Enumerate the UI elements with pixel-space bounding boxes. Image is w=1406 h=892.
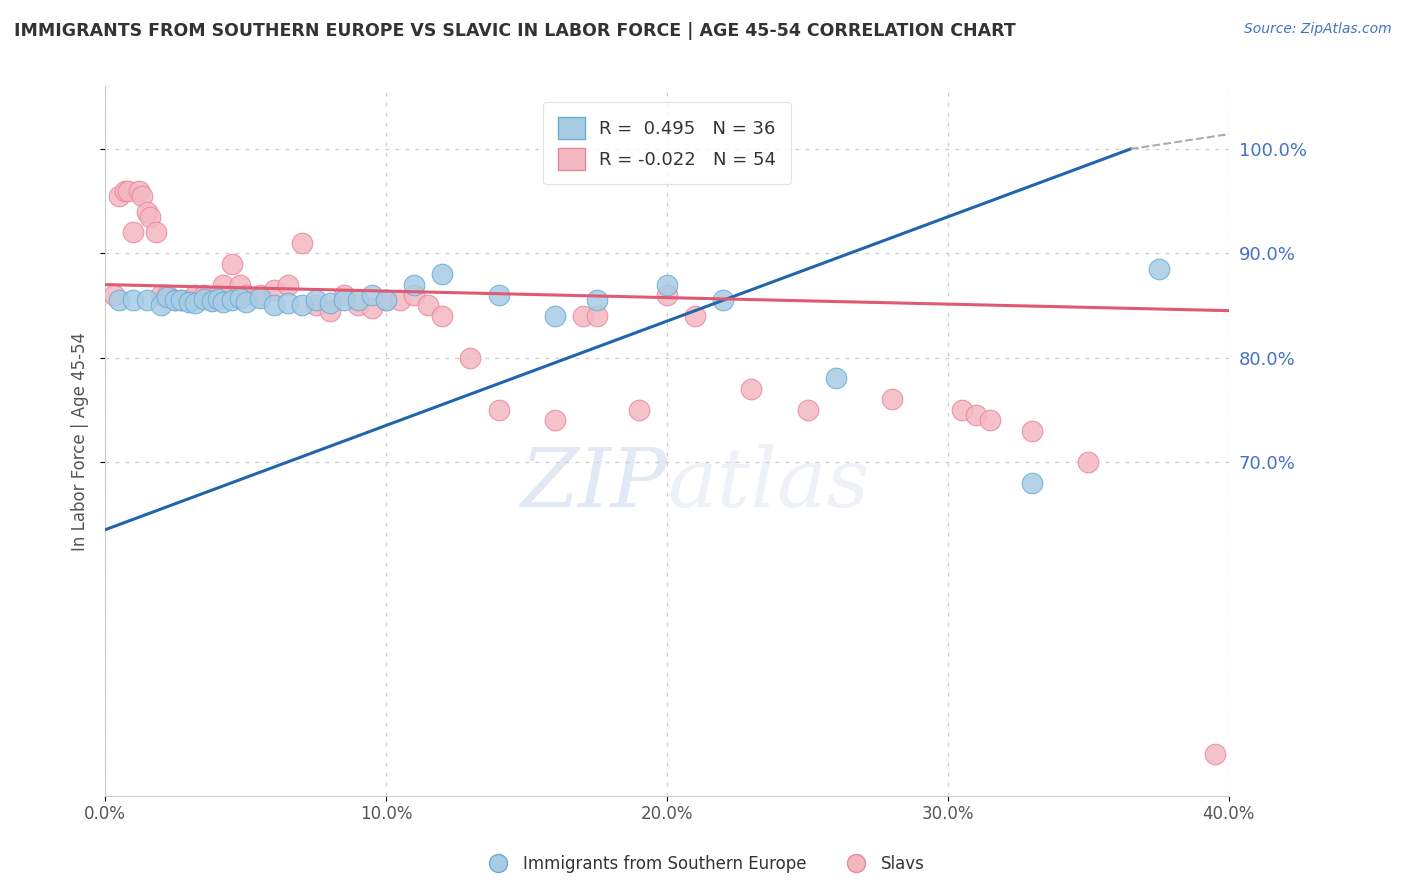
Point: [319, 303, 342, 318]
Point: [136, 293, 159, 308]
Point: [122, 293, 145, 308]
Point: [114, 184, 136, 198]
Point: [165, 293, 187, 308]
Text: atlas: atlas: [666, 443, 869, 524]
Point: [235, 295, 257, 310]
Point: [117, 184, 139, 198]
Point: [1021, 475, 1043, 490]
Point: [277, 277, 299, 292]
Text: Source: ZipAtlas.com: Source: ZipAtlas.com: [1244, 22, 1392, 37]
Point: [418, 298, 440, 312]
Point: [150, 288, 173, 302]
Y-axis label: In Labor Force | Age 45-54: In Labor Force | Age 45-54: [72, 332, 89, 550]
Point: [544, 413, 567, 427]
Point: [740, 382, 762, 396]
Point: [796, 402, 818, 417]
Point: [235, 288, 257, 302]
Point: [305, 298, 328, 312]
Legend: R =  0.495   N = 36, R = -0.022   N = 54: R = 0.495 N = 36, R = -0.022 N = 54: [543, 103, 790, 185]
Text: IMMIGRANTS FROM SOUTHERN EUROPE VS SLAVIC IN LABOR FORCE | AGE 45-54 CORRELATION: IMMIGRANTS FROM SOUTHERN EUROPE VS SLAVI…: [14, 22, 1015, 40]
Point: [965, 408, 987, 422]
Point: [979, 413, 1001, 427]
Point: [544, 309, 567, 323]
Point: [212, 295, 235, 310]
Point: [404, 288, 426, 302]
Point: [1021, 424, 1043, 438]
Point: [156, 288, 179, 302]
Point: [184, 296, 207, 310]
Point: [333, 288, 356, 302]
Point: [145, 226, 167, 240]
Point: [221, 293, 243, 308]
Point: [655, 277, 678, 292]
Point: [193, 288, 215, 302]
Point: [347, 298, 370, 312]
Point: [131, 189, 153, 203]
Point: [108, 293, 131, 308]
Point: [361, 301, 384, 315]
Point: [291, 235, 314, 250]
Point: [207, 292, 229, 306]
Point: [1077, 455, 1099, 469]
Point: [150, 298, 173, 312]
Point: [711, 293, 734, 308]
Point: [263, 283, 285, 297]
Point: [193, 292, 215, 306]
Point: [585, 309, 607, 323]
Point: [319, 296, 342, 310]
Point: [655, 288, 678, 302]
Point: [207, 288, 229, 302]
Point: [488, 402, 510, 417]
Point: [683, 309, 706, 323]
Point: [128, 184, 150, 198]
Point: [585, 293, 607, 308]
Point: [221, 257, 243, 271]
Point: [229, 291, 252, 305]
Point: [165, 293, 187, 308]
Point: [201, 294, 224, 309]
Point: [170, 293, 193, 308]
Point: [263, 298, 285, 312]
Point: [156, 290, 179, 304]
Point: [389, 293, 412, 308]
Point: [361, 288, 384, 302]
Point: [229, 277, 252, 292]
Point: [824, 371, 846, 385]
Point: [880, 392, 903, 407]
Text: ZIP: ZIP: [520, 443, 666, 524]
Point: [291, 298, 314, 312]
Point: [139, 210, 162, 224]
Point: [108, 189, 131, 203]
Point: [404, 277, 426, 292]
Point: [277, 296, 299, 310]
Legend: Immigrants from Southern Europe, Slavs: Immigrants from Southern Europe, Slavs: [474, 848, 932, 880]
Point: [1147, 261, 1170, 276]
Point: [375, 293, 398, 308]
Point: [333, 293, 356, 308]
Point: [122, 226, 145, 240]
Point: [212, 277, 235, 292]
Point: [136, 204, 159, 219]
Point: [460, 351, 482, 365]
Point: [572, 309, 595, 323]
Point: [1204, 747, 1226, 761]
Point: [249, 288, 271, 302]
Point: [249, 291, 271, 305]
Point: [179, 295, 201, 310]
Point: [184, 288, 207, 302]
Point: [950, 402, 973, 417]
Point: [432, 267, 454, 281]
Point: [170, 293, 193, 308]
Point: [305, 293, 328, 308]
Point: [627, 402, 650, 417]
Point: [375, 293, 398, 308]
Point: [179, 293, 201, 308]
Point: [201, 293, 224, 308]
Point: [103, 288, 125, 302]
Point: [347, 293, 370, 308]
Point: [488, 288, 510, 302]
Point: [432, 309, 454, 323]
